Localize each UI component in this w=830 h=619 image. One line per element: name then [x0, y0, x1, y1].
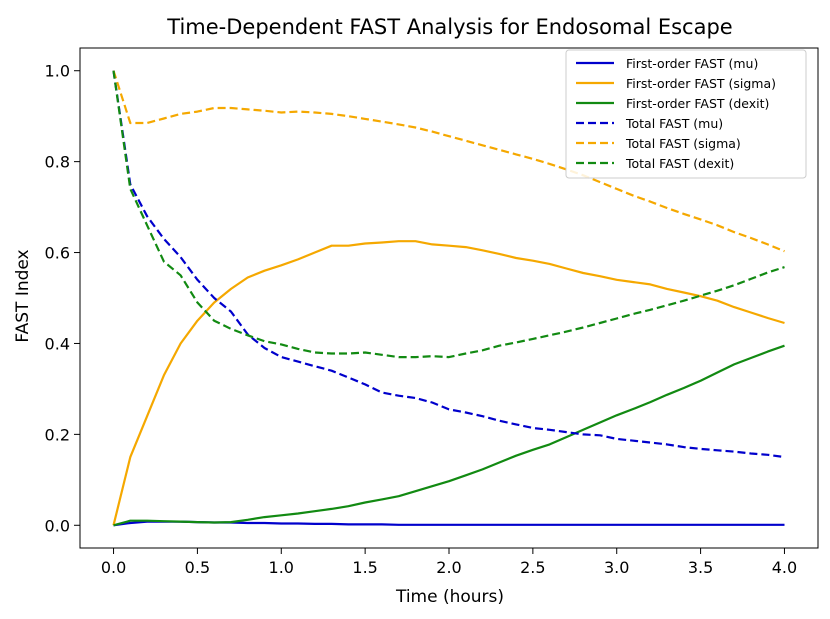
- plot-lines: [112, 70, 785, 527]
- series-line-first-order-fast-dexit: [113, 344, 785, 527]
- chart-title: Time-Dependent FAST Analysis for Endosom…: [166, 15, 732, 39]
- series-line-total-fast-sigma: [112, 70, 785, 253]
- legend-label: First-order FAST (sigma): [626, 76, 776, 91]
- series-line-total-fast-mu: [112, 70, 785, 459]
- legend-box: [565, 49, 807, 179]
- x-axis-label: Time (hours): [395, 587, 504, 607]
- y-tick-label: 1.0: [45, 62, 70, 81]
- y-tick-label: 0.0: [45, 516, 70, 535]
- legend-label: Total FAST (dexit): [625, 156, 734, 171]
- x-tick-label: 3.0: [604, 558, 629, 577]
- y-tick-label: 0.6: [45, 244, 70, 263]
- legend-label: Total FAST (mu): [625, 116, 723, 131]
- y-tick-label: 0.8: [45, 153, 70, 172]
- x-tick-label: 1.0: [269, 558, 294, 577]
- y-tick-label: 0.2: [45, 425, 70, 444]
- x-tick-label: 3.5: [688, 558, 713, 577]
- x-tick-label: 2.0: [436, 558, 461, 577]
- x-tick-label: 0.5: [185, 558, 210, 577]
- x-tick-label: 0.0: [101, 558, 126, 577]
- x-tick-label: 4.0: [772, 558, 797, 577]
- series-line-total-fast-dexit: [112, 70, 785, 359]
- legend-label: Total FAST (sigma): [625, 136, 741, 151]
- y-tick-label: 0.4: [45, 334, 70, 353]
- y-axis-label: FAST Index: [13, 249, 33, 342]
- x-tick-label: 2.5: [520, 558, 545, 577]
- legend: First-order FAST (mu) First-order FAST (s…: [565, 49, 807, 179]
- legend-label: First-order FAST (dexit): [626, 96, 769, 111]
- x-axis: 0.0 0.5 1.0 1.5 2.0 2.5 3.0 3.5 4.0: [101, 548, 797, 577]
- series-line-first-order-fast-sigma: [112, 240, 785, 526]
- y-axis: 0.0 0.2 0.4 0.6 0.8 1.0: [45, 62, 80, 535]
- legend-label: First-order FAST (mu): [626, 56, 758, 71]
- x-tick-label: 1.5: [352, 558, 377, 577]
